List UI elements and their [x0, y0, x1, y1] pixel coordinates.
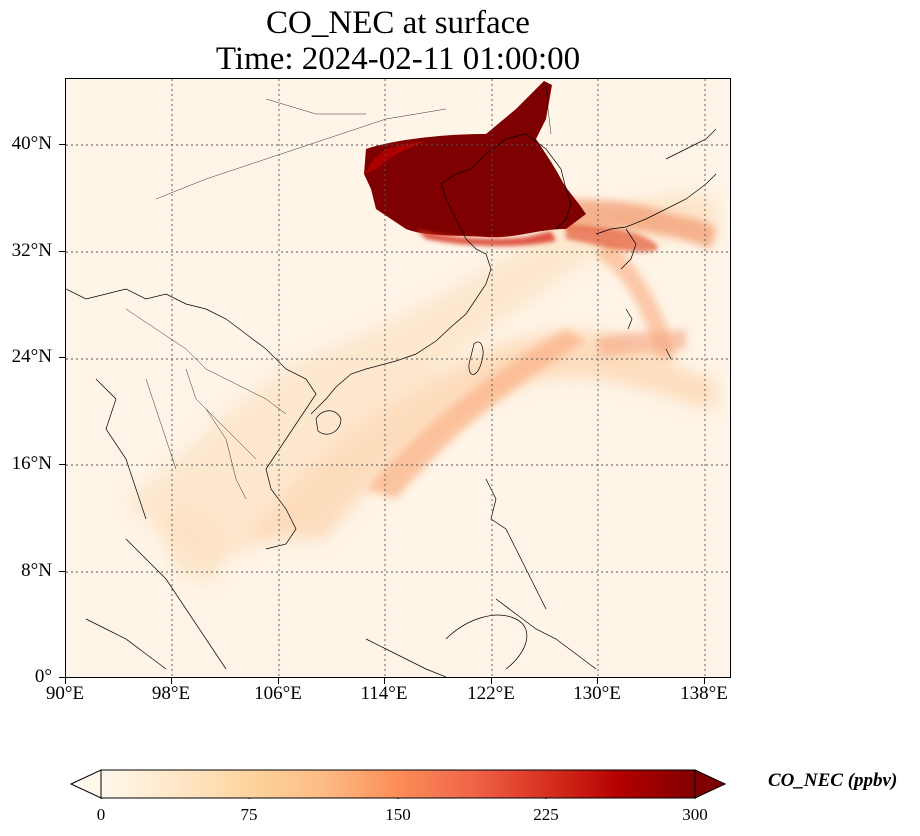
concentration-field — [126, 81, 716, 581]
colorbar — [70, 769, 726, 799]
lat-tick-mark-24n — [59, 357, 65, 358]
lat-tick-mark-32n — [59, 251, 65, 252]
lat-tick-24n: 24°N — [11, 346, 52, 367]
lat-tick-16n: 16°N — [11, 453, 52, 474]
lon-tick-mark-130e — [597, 678, 598, 684]
lat-tick-40n: 40°N — [11, 133, 52, 154]
lat-tick-8n: 8°N — [21, 560, 52, 581]
figure-title-line2: Time: 2024-02-11 01:00:00 — [215, 41, 581, 77]
lon-tick-106e: 106°E — [254, 683, 302, 704]
colorbar-label: CO_NEC (ppbv) — [768, 770, 898, 791]
country-borders — [125, 83, 552, 500]
lat-tick-mark-16n — [59, 464, 65, 465]
lat-tick-mark-40n — [59, 144, 65, 145]
coastlines — [66, 128, 717, 677]
gridlines — [66, 79, 730, 677]
lon-tick-114e: 114°E — [360, 683, 408, 704]
lon-tick-mark-114e — [384, 678, 385, 684]
lon-tick-90e: 90°E — [45, 683, 85, 704]
colorbar-gradient — [100, 769, 696, 799]
map-panel — [65, 78, 731, 678]
lat-tick-32n: 32°N — [11, 240, 52, 261]
colorbar-tick-225: 225 — [533, 805, 559, 824]
lon-tick-130e: 130°E — [573, 683, 621, 704]
colorbar-extend-min — [70, 769, 102, 799]
colorbar-tick-150: 150 — [385, 805, 411, 824]
lon-tick-mark-122e — [491, 678, 492, 684]
figure-title-line1: CO_NEC at surface — [266, 5, 530, 41]
lat-tick-mark-0 — [59, 677, 65, 678]
colorbar-extend-max — [694, 769, 726, 799]
co-concentration-map — [66, 79, 730, 677]
lon-tick-138e: 138°E — [680, 683, 728, 704]
colorbar-tick-300: 300 — [682, 805, 708, 824]
lat-tick-0: 0° — [34, 666, 52, 687]
lon-tick-mark-98e — [171, 678, 172, 684]
lon-tick-98e: 98°E — [151, 683, 191, 704]
lon-tick-mark-90e — [65, 678, 66, 684]
lon-tick-mark-138e — [704, 678, 705, 684]
lon-tick-mark-106e — [278, 678, 279, 684]
colorbar-tick-0: 0 — [96, 805, 106, 824]
lon-tick-122e: 122°E — [467, 683, 515, 704]
lat-tick-mark-8n — [59, 571, 65, 572]
colorbar-tick-75: 75 — [240, 805, 258, 824]
